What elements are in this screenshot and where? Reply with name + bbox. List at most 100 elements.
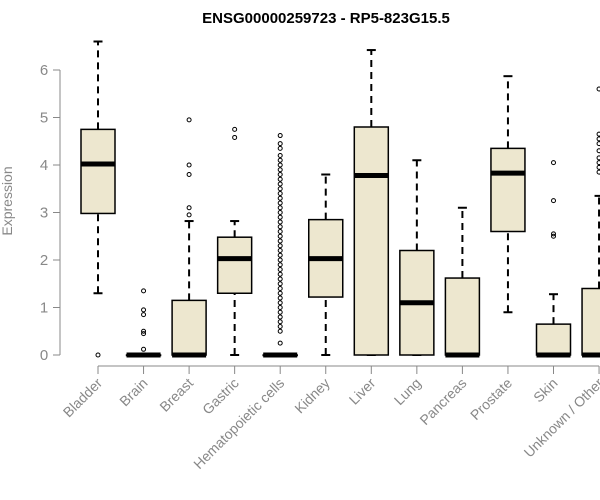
box-lung (399, 159, 435, 356)
outlier-point (277, 141, 283, 147)
outlier-point (277, 314, 283, 320)
outlier-point (277, 300, 283, 306)
iqr-box (444, 277, 481, 356)
outlier-point (277, 340, 283, 346)
box-bladder (80, 40, 116, 358)
outlier-point (277, 262, 283, 268)
y-tick-label: 5 (40, 110, 48, 127)
outlier-point (277, 276, 283, 282)
box-prostate (490, 75, 526, 314)
box-unknown-other (581, 86, 600, 358)
y-tick-label: 6 (40, 62, 48, 79)
outlier-point (141, 328, 147, 334)
outlier-point (277, 233, 283, 239)
iqr-box (80, 128, 116, 215)
outlier-point (277, 257, 283, 263)
outlier-point (551, 231, 556, 237)
outlier-point (277, 281, 283, 287)
outlier-point (277, 271, 283, 277)
outlier-point (277, 181, 283, 187)
outlier-point (277, 243, 283, 249)
outlier-point (277, 145, 283, 151)
outlier-point (232, 134, 238, 140)
outlier-point (551, 198, 556, 204)
outlier-point (277, 162, 283, 168)
outlier-point (596, 131, 600, 137)
outlier-point (277, 172, 283, 177)
iqr-box (535, 323, 572, 356)
outlier-point (141, 331, 147, 337)
iqr-box (490, 147, 526, 233)
outlier-point (277, 219, 283, 225)
x-tick-label: Bladder (60, 375, 106, 421)
y-tick-label: 0 (40, 347, 48, 364)
outlier-point (277, 205, 283, 211)
outlier-point (95, 352, 101, 358)
x-tick-label: Lung (391, 375, 424, 408)
x-tick-label: Liver (346, 375, 379, 408)
outlier-point (596, 148, 600, 154)
outlier-point (277, 309, 283, 315)
outlier-point (596, 164, 600, 170)
iqr-box (171, 299, 207, 356)
box-liver (353, 49, 390, 356)
outlier-point (277, 295, 283, 301)
outlier-point (277, 214, 283, 220)
outlier-point (277, 229, 283, 234)
outlier-point (277, 324, 283, 329)
x-tick-label: Hematopoietic cells (190, 375, 287, 472)
x-tick-label: Prostate (467, 375, 515, 423)
outlier-point (186, 117, 192, 123)
y-tick-label: 3 (40, 205, 48, 222)
outlier-point (141, 307, 147, 313)
outlier-point (551, 160, 556, 166)
outlier-point (277, 224, 283, 230)
iqr-box (216, 236, 253, 294)
outlier-point (186, 205, 192, 211)
outlier-point (277, 305, 283, 310)
outlier-point (277, 248, 283, 253)
outlier-point (141, 346, 147, 352)
box-gastric (216, 126, 253, 356)
y-axis: 0 1 2 3 4 5 6 (40, 62, 61, 364)
outlier-point (277, 133, 283, 139)
x-tick-label: Gastric (199, 375, 242, 418)
outlier-point (277, 157, 283, 163)
iqr-box (581, 287, 600, 356)
x-tick-label: Skin (530, 375, 561, 406)
outlier-point (277, 167, 283, 173)
outlier-point (596, 86, 600, 92)
outlier-point (596, 141, 600, 147)
outlier-point (277, 319, 283, 325)
outlier-point (277, 195, 283, 201)
outlier-point (141, 288, 147, 294)
outlier-point (277, 328, 283, 334)
outlier-point (596, 160, 600, 166)
outlier-point (277, 238, 283, 244)
outlier-point (186, 162, 192, 168)
outlier-point (551, 233, 556, 239)
iqr-box (353, 126, 390, 356)
x-tick-label: Brain (116, 375, 150, 409)
outlier-point (277, 176, 283, 182)
chart-title: ENSG00000259723 - RP5-823G15.5 (202, 10, 450, 27)
x-tick-label: Pancreas (416, 375, 469, 428)
outlier-point (232, 126, 238, 132)
y-tick-label: 2 (40, 252, 48, 269)
box-pancreas (444, 206, 481, 358)
outlier-point (186, 172, 192, 177)
outlier-point (277, 153, 283, 158)
outlier-point (277, 267, 283, 272)
x-tick-label: Unknown / Other (521, 375, 600, 461)
box-brain (125, 288, 162, 358)
outlier-point (277, 210, 283, 215)
outlier-point (277, 191, 283, 196)
outlier-point (596, 169, 600, 175)
outlier-point (277, 186, 283, 192)
outlier-point (277, 290, 283, 296)
boxes (80, 40, 600, 358)
x-tick-label: Kidney (291, 375, 333, 417)
y-axis-label: Expression (0, 166, 15, 235)
